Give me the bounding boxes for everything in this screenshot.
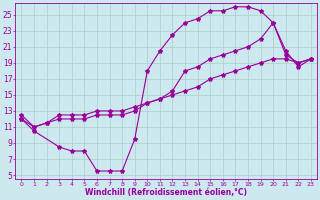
- X-axis label: Windchill (Refroidissement éolien,°C): Windchill (Refroidissement éolien,°C): [85, 188, 247, 197]
